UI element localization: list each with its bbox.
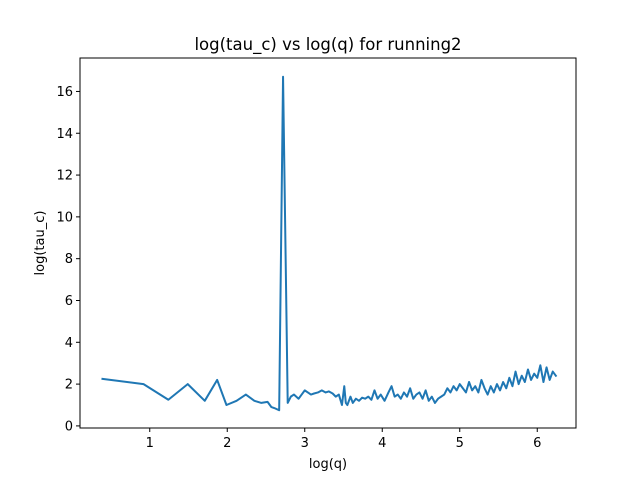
x-tick-label: 6	[533, 436, 541, 451]
x-tick-label: 5	[456, 436, 464, 451]
y-tick-label: 2	[65, 378, 73, 393]
plot-frame	[79, 57, 577, 429]
x-axis-label: log(q)	[309, 457, 347, 472]
x-tick-label: 3	[301, 436, 309, 451]
y-tick-label: 0	[65, 419, 73, 434]
y-axis-label: log(tau_c)	[33, 211, 48, 276]
plot-area	[80, 58, 576, 428]
x-axis-ticks: 1 2 3 4 5 6	[146, 428, 541, 451]
y-tick-label: 4	[65, 336, 73, 351]
y-tick-label: 14	[56, 127, 73, 142]
x-tick-label: 4	[378, 436, 386, 451]
x-tick-label: 1	[146, 436, 154, 451]
x-tick-label: 2	[223, 436, 231, 451]
y-axis-ticks: 0 2 4 6 8 10 12 14 16	[56, 85, 80, 434]
y-tick-label: 12	[56, 169, 73, 184]
series-layer	[101, 75, 558, 412]
y-tick-label: 8	[65, 252, 73, 267]
y-tick-label: 16	[56, 85, 73, 100]
chart-title: log(tau_c) vs log(q) for running2	[194, 35, 461, 55]
y-tick-label: 10	[56, 210, 73, 225]
series-line-0	[101, 75, 558, 412]
y-tick-label: 6	[65, 294, 73, 309]
